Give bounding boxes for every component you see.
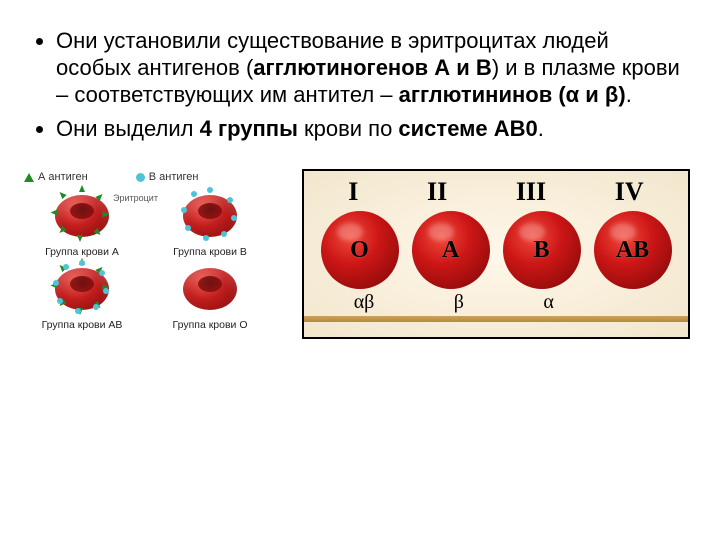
cell-caption: Группа крови В [150,246,270,258]
agglutinin-label [633,291,638,314]
roman-numeral: II [427,177,447,207]
blood-group-circle: B [503,211,581,289]
legend: А антиген В антиген [16,169,276,187]
bullet-item: Они установили существование в эритроцит… [56,28,680,108]
a-antigen-icon [24,173,34,182]
cell-box: Группа крови В [150,187,270,258]
legend-label-b: В антиген [149,171,199,183]
blood-group-letter: AB [616,237,649,264]
roman-numeral: III [516,177,546,207]
blood-group-letter: O [350,237,369,264]
bullet-item: Они выделил 4 группы крови по системе АВ… [56,116,680,143]
alpha-row: αβ β α [314,291,678,314]
blood-groups-panel: IIIIIIIV OABAB αββα [302,169,690,339]
blood-group-letter: B [533,237,549,264]
erythrocyte-icon: Эритроцит [53,187,111,245]
agglutinin-label: α [543,291,553,314]
blood-group-circle: AB [594,211,672,289]
cell-box: Группа крови О [150,260,270,331]
agglutinin-label: β [454,291,464,314]
roman-numeral: IV [615,177,644,207]
b-antigen-icon [136,173,145,182]
bottom-strip [304,316,688,322]
bold-text: агглютиногенов А и В [253,55,492,80]
text: крови по [298,116,399,141]
roman-row: IIIIIIIV [314,177,678,207]
antigen-panel: А антиген В антиген ЭритроцитГруппа кров… [16,169,276,337]
bold-text: агглютининов (α и β) [399,82,626,107]
cell-caption: Группа крови О [150,319,270,331]
text: Они выделил [56,116,200,141]
diagram-row: А антиген В антиген ЭритроцитГруппа кров… [0,161,720,339]
blood-group-circle: O [321,211,399,289]
circles-row: OABAB [314,207,678,291]
bullet-list: Они установили существование в эритроцит… [0,0,720,161]
cell-box: ЭритроцитГруппа крови А [22,187,142,258]
text: . [626,82,632,107]
cell-caption: Группа крови А [22,246,142,258]
erythrocyte-icon [181,187,239,245]
cells-grid: ЭритроцитГруппа крови АГруппа крови ВГру… [16,187,276,337]
roman-numeral: I [348,177,358,207]
blood-group-circle: A [412,211,490,289]
blood-group-letter: A [442,237,459,264]
erythrocyte-icon [53,260,111,318]
erythrocyte-label: Эритроцит [113,193,158,203]
cell-box: Группа крови АВ [22,260,142,331]
legend-label-a: А антиген [38,171,88,183]
cell-caption: Группа крови АВ [22,319,142,331]
bold-text: системе АВ0 [398,116,537,141]
erythrocyte-icon [181,260,239,318]
text: . [538,116,544,141]
agglutinin-label: αβ [354,291,375,314]
bold-text: 4 группы [200,116,298,141]
